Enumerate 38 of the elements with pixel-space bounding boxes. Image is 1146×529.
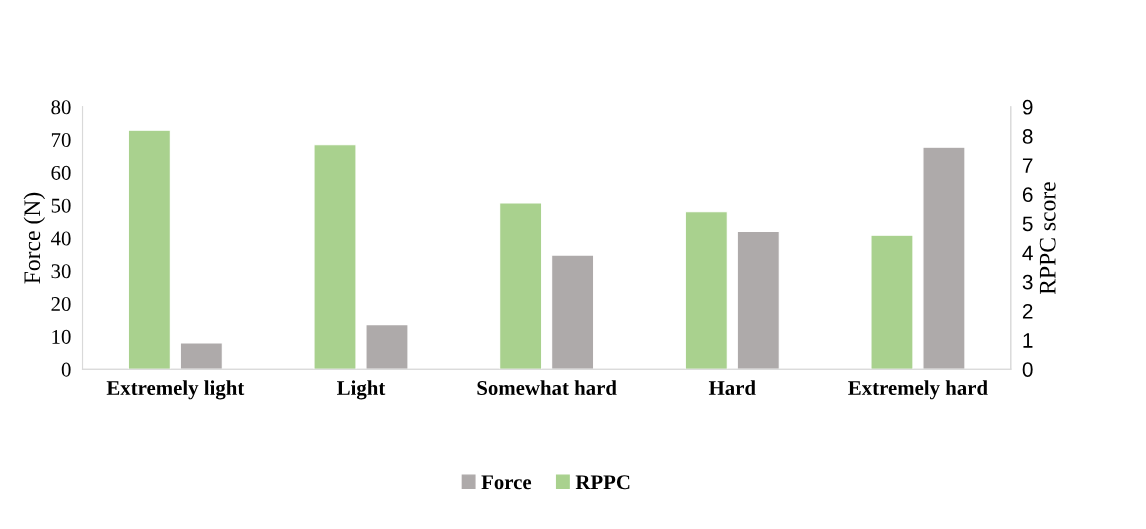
bar [736, 230, 780, 370]
legend-label: RPPC [575, 475, 630, 490]
y-tick-label: 40 [50, 231, 71, 246]
y-tick-label: 20 [51, 297, 71, 312]
y2-tick-label: 8 [1022, 129, 1033, 144]
y-axis-title: Force (N) [23, 192, 46, 284]
y2-tick-label: 4 [1022, 245, 1033, 261]
y2-tick-label: 9 [1022, 99, 1033, 115]
y2-tick-label: 1 [1023, 333, 1033, 348]
y-tick-label: 70 [51, 133, 71, 148]
y-tick-label: 30 [51, 264, 71, 279]
y2-tick-label: 5 [1022, 216, 1033, 232]
y2-tick-label: 3 [1022, 274, 1033, 290]
bar [127, 129, 171, 370]
y2-tick-label: 0 [1022, 362, 1033, 377]
bar [684, 211, 728, 370]
y-tick-label: 10 [52, 329, 71, 344]
y-tick-label: 0 [61, 362, 71, 377]
bar [551, 254, 595, 370]
bar [365, 324, 409, 370]
y2-tick-label: 7 [1022, 158, 1033, 173]
y-tick-label: 80 [51, 100, 71, 115]
y2-tick-label: 6 [1022, 187, 1033, 203]
bar [313, 144, 357, 370]
x-tick-label: Somewhat hard [477, 380, 617, 396]
legend-label: Force [481, 475, 532, 490]
y2-tick-label: 2 [1022, 303, 1033, 319]
x-tick-label: Extremely light [106, 380, 245, 400]
y-tick-label: 60 [51, 165, 71, 180]
bar [870, 234, 914, 370]
bar [179, 342, 223, 370]
y2-axis-title: RPPC score [1039, 182, 1056, 295]
y-tick-label: 50 [51, 198, 71, 213]
bar [922, 146, 966, 370]
x-tick-label: Hard [708, 380, 756, 396]
x-tick-label: Light [337, 380, 386, 400]
bar [499, 202, 543, 370]
x-tick-label: Extremely hard [848, 380, 988, 400]
